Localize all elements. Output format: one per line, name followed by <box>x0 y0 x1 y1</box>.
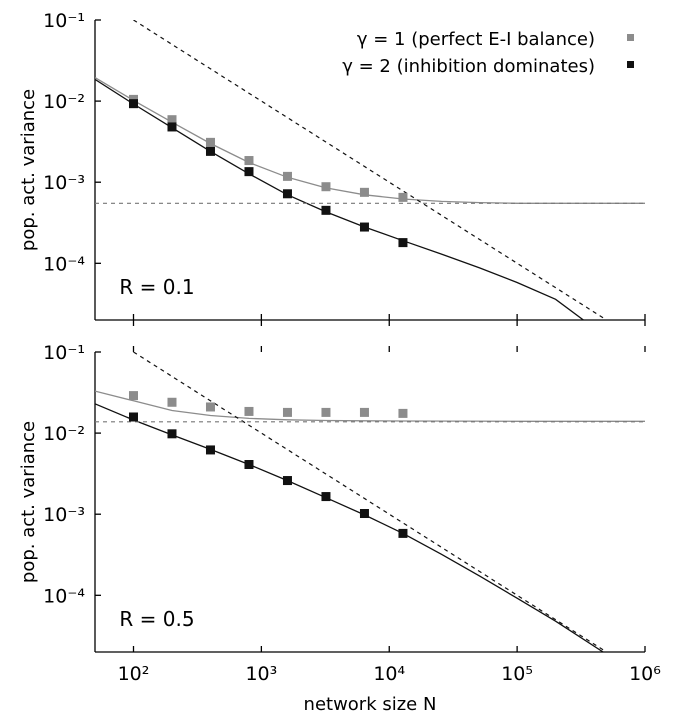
point-gamma-1 <box>167 115 177 125</box>
point-gamma-1 <box>321 182 331 192</box>
panel-label: R = 0.1 <box>119 275 194 299</box>
y-tick-label: 10⁻² <box>43 423 85 445</box>
y-tick-label: 10⁻⁴ <box>43 585 85 607</box>
point-gamma-2 <box>321 492 331 502</box>
point-gamma-2 <box>398 528 408 538</box>
point-gamma-1 <box>321 407 331 417</box>
legend-marker-gamma-1 <box>627 34 634 41</box>
x-axis-label: network size N <box>304 694 437 715</box>
point-gamma-1 <box>167 397 177 407</box>
point-gamma-2 <box>398 238 408 248</box>
point-gamma-1 <box>359 407 369 417</box>
point-gamma-1 <box>128 391 138 401</box>
point-gamma-2 <box>128 99 138 109</box>
y-axis-label: pop. act. variance <box>18 89 39 251</box>
point-gamma-2 <box>205 445 215 455</box>
point-gamma-1 <box>205 402 215 412</box>
theory-curve <box>95 77 645 204</box>
point-gamma-1 <box>205 137 215 147</box>
legend: γ = 1 (perfect E-I balance) γ = 2 (inhib… <box>342 29 634 77</box>
y-tick-label: 10⁻³ <box>43 172 85 194</box>
point-gamma-1 <box>398 192 408 202</box>
legend-label-gamma-2: γ = 2 (inhibition dominates) <box>342 56 595 77</box>
point-gamma-1 <box>244 156 254 166</box>
theory-curve <box>95 403 604 652</box>
curves <box>95 352 645 652</box>
bottom-panel: 10⁻¹ 10⁻² 10⁻³ 10⁻⁴ 10² 10³ 10⁴ 10⁵ 10⁶ pop. act.… <box>18 342 661 715</box>
point-gamma-1 <box>282 171 292 181</box>
point-gamma-1 <box>282 407 292 417</box>
y-tick-label: 10⁻⁴ <box>43 253 85 275</box>
point-gamma-2 <box>282 189 292 199</box>
point-gamma-2 <box>205 146 215 156</box>
y-tick-label: 10⁻² <box>43 91 85 113</box>
x-tick-label: 10⁶ <box>629 663 661 685</box>
point-gamma-2 <box>282 476 292 486</box>
theory-curve <box>95 78 584 320</box>
point-gamma-2 <box>359 509 369 519</box>
point-gamma-1 <box>398 408 408 418</box>
panel-label: R = 0.5 <box>119 607 194 631</box>
point-gamma-2 <box>167 122 177 132</box>
point-gamma-2 <box>167 429 177 439</box>
point-gamma-2 <box>359 222 369 232</box>
legend-marker-gamma-2 <box>627 61 634 68</box>
x-tick-label: 10⁴ <box>373 663 405 685</box>
point-gamma-2 <box>321 205 331 215</box>
dashed-reference-line <box>133 352 604 651</box>
point-gamma-1 <box>359 187 369 197</box>
point-gamma-2 <box>128 412 138 422</box>
point-gamma-1 <box>244 406 254 416</box>
theory-curve <box>95 390 645 422</box>
y-tick-label: 10⁻¹ <box>43 10 85 32</box>
x-tick-label: 10² <box>118 663 150 685</box>
point-gamma-2 <box>244 167 254 177</box>
x-tick-label: 10³ <box>245 663 277 685</box>
x-tick-label: 10⁵ <box>501 663 533 685</box>
point-gamma-2 <box>244 460 254 470</box>
y-axis-label: pop. act. variance <box>18 421 39 583</box>
y-tick-label: 10⁻¹ <box>43 342 85 364</box>
legend-label-gamma-1: γ = 1 (perfect E-I balance) <box>357 29 595 50</box>
y-tick-label: 10⁻³ <box>43 504 85 526</box>
